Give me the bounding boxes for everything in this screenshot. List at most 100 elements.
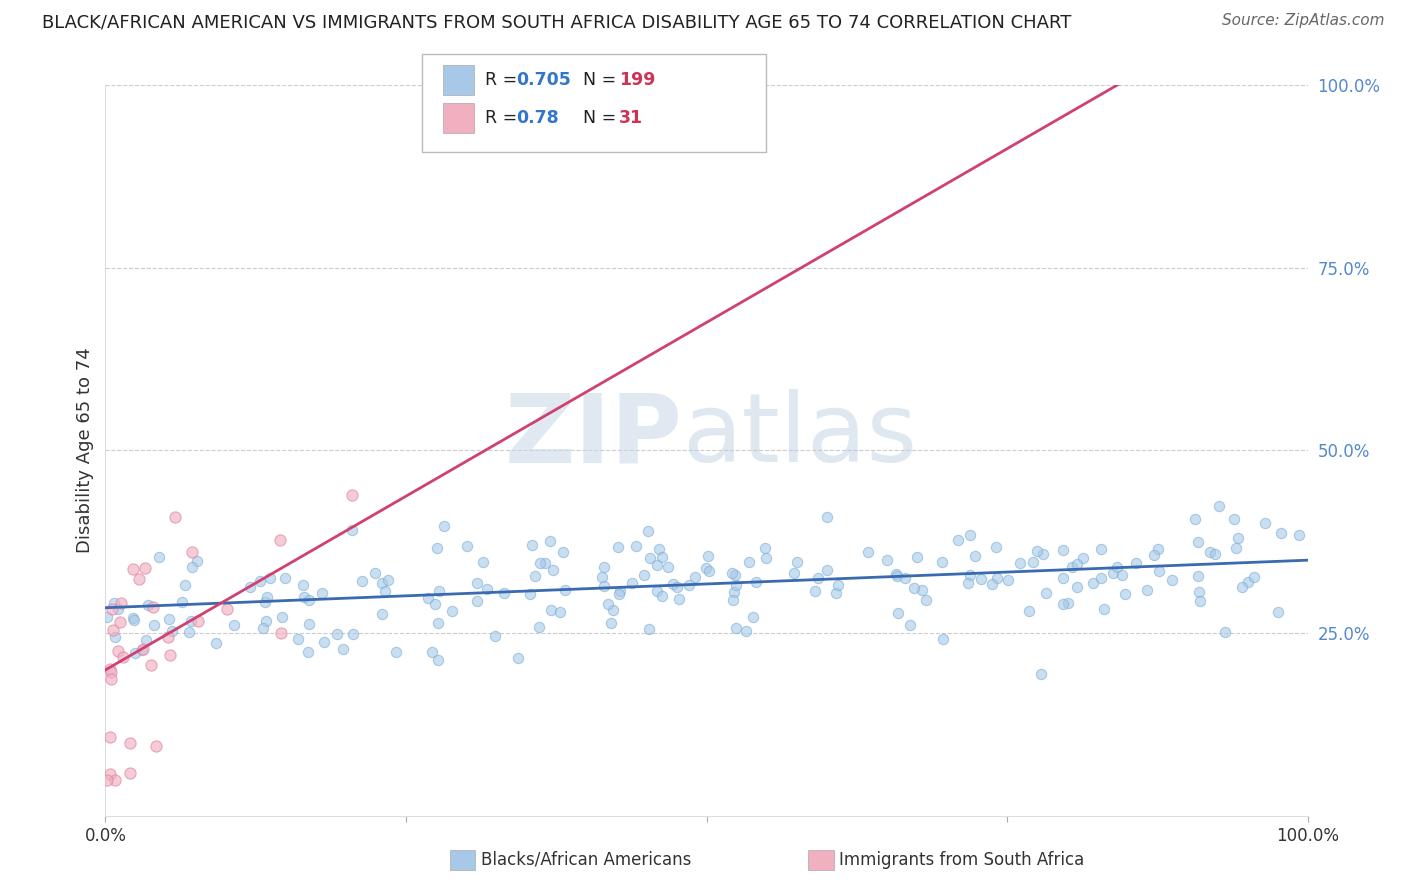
Point [1052,597,1074,611]
Point [534,556,557,570]
Point [662,576,685,591]
Point [1032,547,1054,561]
Point [121,561,143,575]
Point [1208,499,1230,513]
Point [786,556,808,570]
Point [107,602,129,616]
Point [107,644,129,658]
Point [475,582,498,597]
Point [1105,560,1128,574]
Point [132,642,155,657]
Point [980,577,1002,591]
Point [135,633,157,648]
Point [815,509,838,524]
Text: N =: N = [572,109,621,127]
Point [122,610,145,624]
Point [426,615,449,630]
Point [1225,541,1247,556]
Text: 199: 199 [619,71,655,89]
Point [440,604,463,618]
Point [456,539,478,553]
Point [269,533,291,547]
Point [1052,542,1074,557]
Point [591,570,613,584]
Point [484,629,506,643]
Point [724,568,747,582]
Point [741,610,763,624]
Point [270,626,292,640]
Point [1081,576,1104,591]
Point [593,578,616,592]
Point [104,630,127,644]
Point [1213,624,1236,639]
Point [894,571,917,585]
Point [745,574,768,589]
Point [1136,582,1159,597]
Point [1008,556,1031,570]
Point [465,575,488,590]
Point [253,595,276,609]
Point [1288,528,1310,542]
Point [755,551,778,566]
Point [427,584,450,599]
Text: Source: ZipAtlas.com: Source: ZipAtlas.com [1222,13,1385,29]
Point [1254,516,1277,530]
Point [519,587,541,601]
Point [541,563,564,577]
Text: Blacks/African Americans: Blacks/African Americans [481,851,692,869]
Point [142,599,165,614]
Point [492,586,515,600]
Point [856,545,879,559]
Point [637,524,659,538]
Point [931,556,953,570]
Point [1111,567,1133,582]
Point [1161,574,1184,588]
Point [1198,545,1220,559]
Point [350,574,373,589]
Point [1187,568,1209,582]
Point [986,571,1008,585]
Point [108,615,131,629]
Point [1230,580,1253,594]
Point [827,578,849,592]
Point [1056,596,1078,610]
Point [1018,604,1040,618]
Point [695,560,717,574]
Point [520,538,543,552]
Point [697,564,720,578]
Point [898,617,921,632]
Point [371,576,394,591]
Point [148,549,170,564]
Point [1204,547,1226,561]
Point [157,612,180,626]
Point [465,594,488,608]
Point [385,645,408,659]
Point [1243,570,1265,584]
Point [423,597,446,611]
Point [668,591,690,606]
Point [666,580,689,594]
Point [959,528,981,542]
Point [527,620,550,634]
Point [186,554,208,568]
Point [724,578,747,592]
Point [1029,666,1052,681]
Point [554,582,576,597]
Y-axis label: Disability Age 65 to 74: Disability Age 65 to 74 [76,348,94,553]
Point [815,563,838,577]
Point [1060,559,1083,574]
Point [143,618,166,632]
Text: 0.705: 0.705 [516,71,571,89]
Point [647,584,669,599]
Point [1236,575,1258,590]
Point [1149,564,1171,578]
Point [633,568,655,582]
Point [1223,512,1246,526]
Point [103,596,125,610]
Point [342,488,364,502]
Point [1101,566,1123,581]
Point [523,569,546,583]
Point [111,650,134,665]
Point [1066,580,1088,594]
Point [100,673,122,687]
